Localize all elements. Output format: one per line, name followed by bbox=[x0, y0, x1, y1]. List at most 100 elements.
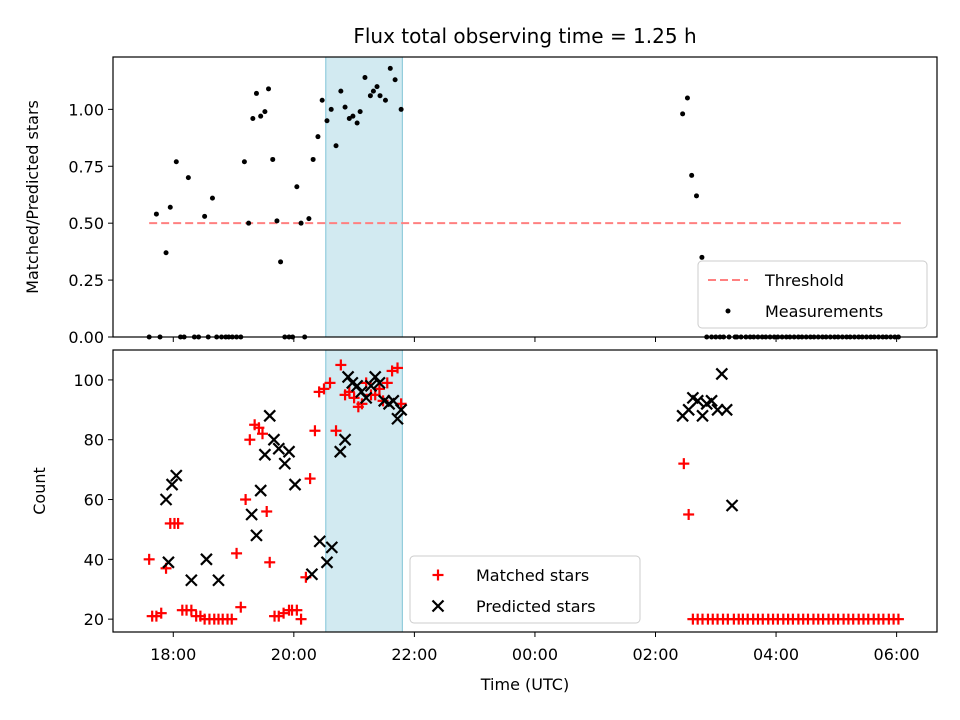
measurement-point bbox=[253, 90, 259, 96]
matched-star-marker bbox=[892, 613, 904, 625]
measurement-point bbox=[333, 143, 339, 149]
matched-star-marker bbox=[172, 517, 184, 529]
measurement-point bbox=[209, 195, 215, 201]
legend-matched-swatch bbox=[432, 569, 444, 581]
x-tick-label: 04:00 bbox=[753, 645, 799, 664]
matched-star-marker bbox=[330, 425, 342, 437]
predicted-star-marker bbox=[313, 535, 327, 548]
legend-measurement-swatch bbox=[725, 308, 731, 314]
measurement-point bbox=[278, 259, 284, 265]
legend-matched-label: Matched stars bbox=[476, 566, 589, 585]
y-tick-label: 100 bbox=[73, 371, 104, 390]
legend-plus-mark bbox=[432, 569, 444, 581]
measurement-point bbox=[202, 213, 208, 219]
matched-star-marker bbox=[356, 398, 368, 410]
measurement-point bbox=[298, 220, 304, 226]
y-tick-label: 40 bbox=[84, 550, 104, 569]
matched-star-marker bbox=[324, 377, 336, 389]
predicted-star-marker bbox=[165, 478, 179, 491]
predicted-star-marker bbox=[288, 478, 302, 491]
legend-predicted-label: Predicted stars bbox=[476, 597, 596, 616]
measurement-point bbox=[350, 113, 356, 119]
measurement-point bbox=[362, 74, 368, 80]
x-tick-label: 02:00 bbox=[632, 645, 678, 664]
top-legend-box bbox=[697, 260, 928, 329]
matched-star-marker bbox=[304, 473, 316, 485]
measurement-point bbox=[173, 159, 179, 165]
predicted-star-marker bbox=[394, 403, 408, 417]
matched-star-marker bbox=[261, 505, 273, 517]
predicted-star-marker bbox=[159, 493, 173, 506]
y-tick-label: 80 bbox=[84, 431, 104, 450]
predicted-star-marker bbox=[245, 508, 258, 521]
predicted-star-marker bbox=[696, 409, 709, 423]
matched-star-marker bbox=[240, 494, 252, 506]
legend-predicted-swatch bbox=[431, 599, 445, 613]
predicted-star-marker bbox=[373, 376, 386, 390]
matched-star-marker bbox=[683, 508, 695, 520]
predicted-star-marker bbox=[278, 457, 292, 470]
predicted-star-marker bbox=[711, 403, 724, 417]
y-tick-label: 1.00 bbox=[68, 100, 104, 119]
measurement-point bbox=[693, 193, 699, 199]
predicted-star-marker bbox=[391, 412, 404, 426]
matched-star-marker bbox=[392, 362, 404, 374]
top-legend: Threshold Measurements bbox=[697, 260, 928, 329]
measurement-point bbox=[306, 216, 312, 222]
predicted-star-marker bbox=[250, 529, 263, 542]
measurement-point bbox=[270, 156, 276, 162]
y-tick-label: 0.00 bbox=[68, 328, 104, 347]
measurement-point bbox=[346, 115, 352, 121]
matched-star-markers bbox=[143, 359, 904, 625]
measurement-point bbox=[367, 93, 373, 99]
predicted-star-marker bbox=[368, 370, 382, 384]
bottom-y-ticks: 20 40 60 80 100 bbox=[73, 371, 113, 629]
bottom-plot-frame bbox=[112, 349, 938, 633]
measurement-point bbox=[167, 204, 173, 210]
legend-threshold-label: Threshold bbox=[764, 271, 844, 290]
predicted-star-marker bbox=[212, 573, 225, 587]
x-tick-label: 06:00 bbox=[874, 645, 920, 664]
predicted-star-marker bbox=[320, 556, 334, 569]
bottom-x-ticks: 18:00 20:00 22:00 00:00 02:00 04:00 06:00 bbox=[150, 632, 920, 664]
measurement-point bbox=[250, 115, 256, 121]
predicted-star-marker bbox=[333, 445, 347, 458]
predicted-star-marker bbox=[338, 433, 352, 446]
matched-star-marker bbox=[256, 428, 268, 440]
measurement-point bbox=[262, 109, 268, 115]
y-tick-label: 20 bbox=[84, 610, 104, 629]
measurement-point bbox=[387, 65, 393, 71]
predicted-star-markers bbox=[159, 367, 739, 587]
measurement-point bbox=[382, 97, 388, 103]
measurement-point bbox=[392, 77, 398, 83]
predicted-star-marker bbox=[325, 541, 339, 554]
predicted-star-marker bbox=[350, 379, 364, 393]
matched-star-marker bbox=[155, 607, 167, 619]
measurement-point bbox=[163, 250, 169, 256]
measurement-point bbox=[274, 218, 280, 224]
measurement-point bbox=[680, 111, 686, 117]
observing-window-shade-top bbox=[325, 56, 403, 338]
predicted-star-marker bbox=[258, 448, 272, 461]
top-panel: 0.00 0.25 0.50 0.75 1.00 Matched/Predicted s… bbox=[23, 56, 938, 347]
measurement-point bbox=[342, 104, 348, 110]
x-tick-label: 00:00 bbox=[512, 645, 558, 664]
y-tick-label: 60 bbox=[84, 491, 104, 510]
measurement-point bbox=[185, 175, 191, 181]
matched-star-marker bbox=[143, 553, 155, 565]
x-tick-label: 18:00 bbox=[150, 645, 196, 664]
matched-star-marker bbox=[335, 359, 347, 371]
top-y-ticks: 0.00 0.25 0.50 0.75 1.00 bbox=[68, 100, 113, 347]
measurement-point bbox=[699, 254, 705, 260]
predicted-star-marker bbox=[185, 573, 198, 587]
matched-star-marker bbox=[264, 556, 276, 568]
measurement-point bbox=[357, 109, 363, 115]
matched-star-marker bbox=[295, 613, 307, 625]
predicted-star-marker bbox=[705, 394, 718, 408]
predicted-star-marker bbox=[200, 553, 213, 566]
predicted-star-marker bbox=[720, 403, 733, 417]
measurement-point bbox=[246, 220, 252, 226]
x-tick-label: 22:00 bbox=[391, 645, 437, 664]
predicted-star-marker bbox=[305, 568, 319, 581]
